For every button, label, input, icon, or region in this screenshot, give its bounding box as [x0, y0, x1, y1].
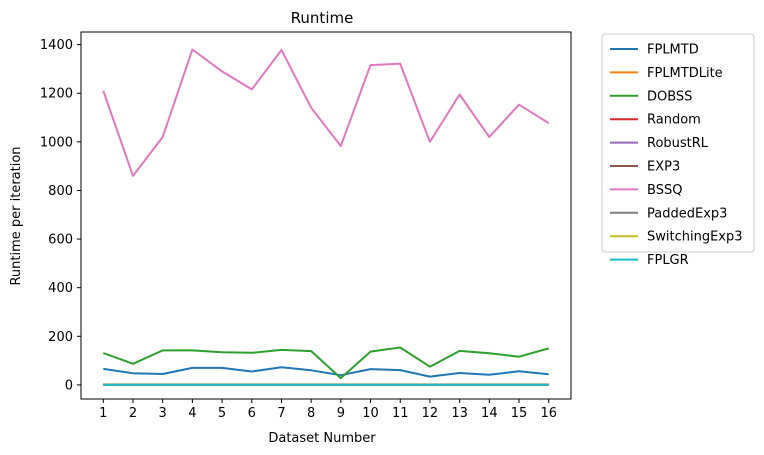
series-line-bssq [102, 48, 550, 177]
legend-frame [601, 33, 755, 253]
legend-label: EXP3 [647, 160, 680, 175]
plot-frame [80, 31, 572, 400]
legend-label: FPLGR [647, 253, 689, 268]
legend-label: FPLMTDLite [647, 66, 723, 81]
chart-title: Runtime [291, 9, 354, 27]
x-tick-label: 1 [99, 406, 107, 421]
legend-label: BSSQ [647, 183, 682, 198]
x-tick-label: 7 [277, 406, 285, 421]
y-tick-label: 400 [48, 281, 73, 296]
x-tick-label: 9 [337, 406, 345, 421]
x-tick-label: 16 [540, 406, 557, 421]
x-tick-label: 14 [481, 406, 498, 421]
y-tick-label: 0 [65, 378, 73, 393]
y-axis-label: Runtime per iteration [9, 146, 24, 285]
legend: FPLMTD FPLMTDLite DOBSS Random RobustRL EXP3 B… [601, 33, 755, 268]
legend-label: SwitchingExp3 [647, 230, 743, 245]
x-tick-label: 12 [422, 406, 439, 421]
y-axis: 0 200 400 600 800 1000 1200 1400 [40, 38, 81, 393]
x-tick-label: 10 [362, 406, 379, 421]
y-tick-label: 200 [48, 330, 73, 345]
x-tick-label: 13 [451, 406, 468, 421]
legend-label: RobustRL [647, 136, 709, 151]
x-tick-label: 8 [307, 406, 315, 421]
y-tick-label: 1200 [40, 87, 73, 102]
x-tick-label: 5 [218, 406, 226, 421]
x-tick-label: 11 [392, 406, 409, 421]
y-tick-label: 600 [48, 233, 73, 248]
x-tick-label: 6 [248, 406, 256, 421]
x-tick-label: 4 [188, 406, 196, 421]
y-tick-label: 800 [48, 184, 73, 199]
x-tick-label: 3 [159, 406, 167, 421]
x-tick-label: 15 [511, 406, 528, 421]
x-axis: 1 2 3 4 5 6 7 8 9 10 11 12 13 14 15 16 [99, 399, 557, 421]
plot-lines [102, 48, 550, 386]
legend-label: Random [647, 113, 701, 128]
legend-label: DOBSS [647, 89, 692, 104]
y-tick-label: 1400 [40, 38, 73, 53]
y-tick-label: 1000 [40, 135, 73, 150]
x-axis-label: Dataset Number [268, 431, 376, 446]
series-line-dobss [102, 346, 549, 380]
series-line-fplmtd [103, 366, 549, 378]
legend-label: FPLMTD [647, 43, 699, 58]
x-tick-label: 2 [129, 406, 137, 421]
legend-label: PaddedExp3 [647, 206, 727, 221]
